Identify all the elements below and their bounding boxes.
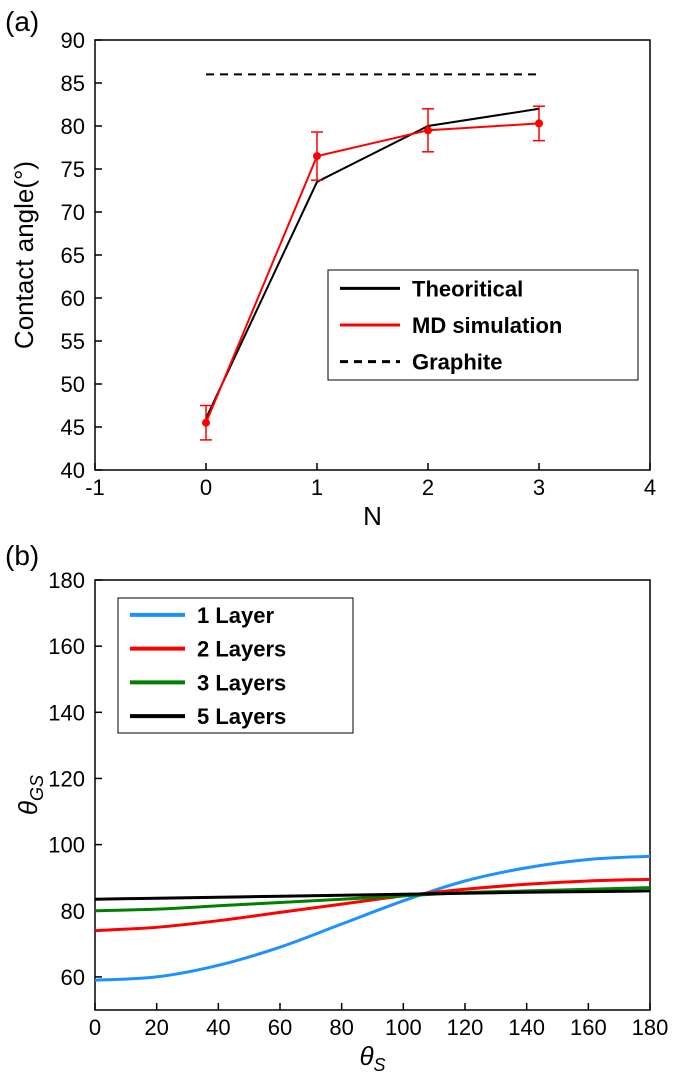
- marker: [202, 419, 210, 427]
- x-tick-label: 4: [644, 475, 656, 500]
- marker: [535, 119, 543, 127]
- plot-area: [95, 40, 650, 470]
- legend-label: 1 Layer: [197, 603, 274, 628]
- x-tick-label: -1: [85, 475, 105, 500]
- y-tick-label: 90: [61, 28, 85, 53]
- x-tick-label: 100: [385, 1015, 422, 1040]
- marker: [424, 126, 432, 134]
- x-tick-label: 0: [200, 475, 212, 500]
- x-tick-label: 1: [311, 475, 323, 500]
- y-tick-label: 180: [48, 568, 85, 593]
- y-tick-label: 120: [48, 766, 85, 791]
- y-tick-label: 40: [61, 458, 85, 483]
- legend-label: 3 Layers: [197, 670, 286, 695]
- y-tick-label: 80: [61, 114, 85, 139]
- y-axis-label: Contact angle(°): [9, 161, 39, 349]
- x-tick-label: 140: [508, 1015, 545, 1040]
- x-axis-label: N: [363, 501, 382, 531]
- y-tick-label: 45: [61, 415, 85, 440]
- legend-label: MD simulation: [412, 313, 562, 338]
- y-axis-label: θGS: [13, 775, 47, 815]
- y-tick-label: 55: [61, 329, 85, 354]
- panel-a-svg: -1 0 1 2 3 4 40 45 50 55 60 65 70 75 80 85 90 N Contact an…: [0, 0, 675, 540]
- x-tick-label: 3: [533, 475, 545, 500]
- x-tick-label: 40: [206, 1015, 230, 1040]
- panel-b-svg: 0 20 40 60 80 100 120 140 160 180 60 80 100 120 140 160…: [0, 540, 675, 1073]
- x-tick-label: 80: [329, 1015, 353, 1040]
- x-tick-label: 120: [447, 1015, 484, 1040]
- x-tick-label: 180: [632, 1015, 669, 1040]
- x-axis-label: θS: [359, 1041, 385, 1073]
- x-tick-label: 20: [144, 1015, 168, 1040]
- legend-label: Theoritical: [412, 276, 523, 301]
- y-tick-label: 85: [61, 71, 85, 96]
- panel-a-label: (a): [5, 6, 39, 38]
- panel-a: (a) -1 0 1 2 3 4 40 45 50 55 60 65 70 75 80 85 90 N Contac…: [0, 0, 675, 540]
- panel-b: (b) 0 20 40 60 80 100 120 140 160 180 60 80 100 120 14…: [0, 540, 675, 1073]
- y-tick-label: 160: [48, 634, 85, 659]
- y-tick-label: 60: [61, 286, 85, 311]
- x-tick-label: 0: [89, 1015, 101, 1040]
- y-tick-label: 65: [61, 243, 85, 268]
- marker: [313, 152, 321, 160]
- y-tick-label: 50: [61, 372, 85, 397]
- legend-label: 2 Layers: [197, 637, 286, 662]
- y-tick-label: 100: [48, 833, 85, 858]
- legend-label: 5 Layers: [197, 704, 286, 729]
- y-tick-label: 60: [61, 965, 85, 990]
- y-tick-label: 80: [61, 899, 85, 924]
- y-tick-label: 75: [61, 157, 85, 182]
- legend-label: Graphite: [412, 350, 502, 375]
- y-tick-label: 140: [48, 700, 85, 725]
- y-tick-label: 70: [61, 200, 85, 225]
- x-tick-label: 60: [268, 1015, 292, 1040]
- figure-container: (a) -1 0 1 2 3 4 40 45 50 55 60 65 70 75 80 85 90 N Contac…: [0, 0, 675, 1073]
- panel-b-label: (b): [5, 540, 39, 572]
- x-tick-label: 160: [570, 1015, 607, 1040]
- x-tick-label: 2: [422, 475, 434, 500]
